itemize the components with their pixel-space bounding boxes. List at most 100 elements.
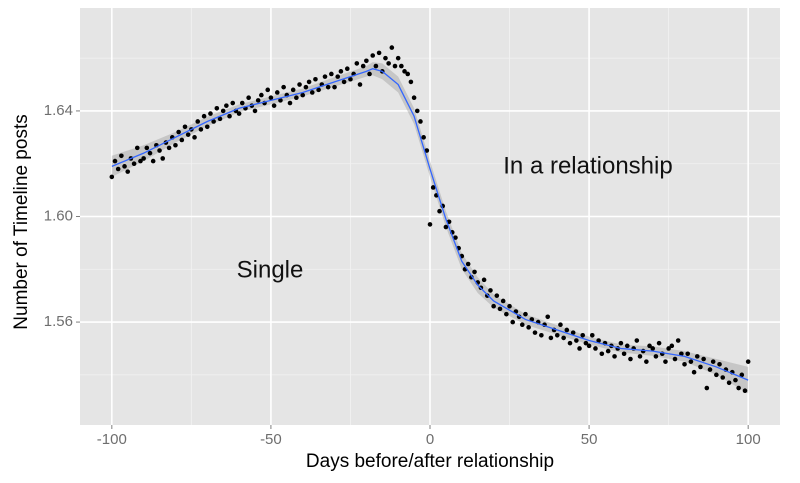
data-point <box>309 90 315 95</box>
data-point <box>367 71 372 77</box>
data-point <box>125 169 131 174</box>
data-point <box>306 79 312 85</box>
data-point <box>545 314 551 320</box>
data-point <box>424 148 430 153</box>
data-point <box>268 95 274 101</box>
data-point <box>650 346 656 351</box>
data-point <box>656 340 662 346</box>
data-point <box>663 359 668 364</box>
data-point <box>300 92 306 98</box>
data-point <box>360 63 366 69</box>
data-point <box>144 145 150 151</box>
data-point <box>481 277 487 283</box>
data-point <box>259 92 264 98</box>
data-point <box>138 158 143 164</box>
data-point <box>364 58 369 64</box>
confidence-band <box>111 62 749 394</box>
data-point <box>329 71 334 77</box>
data-point <box>593 346 598 351</box>
data-point <box>208 111 213 116</box>
data-point <box>373 63 379 69</box>
data-point <box>274 90 280 95</box>
data-point <box>577 346 582 351</box>
data-point <box>669 343 675 349</box>
data-point <box>271 103 277 108</box>
data-point <box>717 361 722 367</box>
data-point <box>341 79 347 85</box>
data-point <box>640 348 646 354</box>
data-point <box>430 185 436 190</box>
data-point <box>354 61 360 66</box>
data-point <box>736 385 741 391</box>
data-point <box>157 148 162 153</box>
data-point <box>637 354 643 359</box>
data-point <box>287 100 293 106</box>
axes: -100 -50 0 50 100 1.56 1.60 1.64 <box>44 102 761 448</box>
marks: Single In a relationship <box>109 45 751 394</box>
data-point <box>392 63 398 69</box>
smooth-line <box>111 68 749 381</box>
data-point <box>166 145 172 151</box>
data-point <box>682 361 687 367</box>
data-point <box>370 53 376 58</box>
data-point <box>344 66 350 72</box>
data-point <box>408 79 414 85</box>
data-point <box>558 322 563 328</box>
data-point <box>303 84 309 90</box>
data-point <box>488 288 493 293</box>
x-axis-title: Days before/after relationship <box>306 451 554 472</box>
data-point <box>265 87 271 93</box>
data-point <box>596 338 601 343</box>
y-axis-title: Number of Timeline posts <box>11 114 32 329</box>
data-point <box>548 335 554 341</box>
data-point <box>211 119 216 124</box>
data-point <box>402 69 407 74</box>
data-point <box>701 356 706 362</box>
data-point <box>421 135 426 140</box>
data-point <box>586 343 592 349</box>
data-point <box>745 359 751 364</box>
data-point <box>710 359 716 364</box>
data-point <box>179 137 185 143</box>
data-point <box>554 332 560 338</box>
data-point <box>453 235 458 240</box>
data-point <box>580 332 586 338</box>
data-point <box>316 87 321 93</box>
data-point <box>214 105 220 111</box>
data-point <box>599 351 605 357</box>
x-tick-label: -50 <box>260 431 282 448</box>
data-point <box>666 346 671 351</box>
data-point <box>688 359 694 364</box>
data-point <box>217 116 223 122</box>
data-point <box>313 76 318 82</box>
data-point <box>507 303 512 309</box>
data-point <box>427 222 433 227</box>
data-point <box>227 113 232 119</box>
grid <box>80 8 780 425</box>
data-point <box>332 84 337 90</box>
data-point <box>523 311 528 317</box>
annotation: Single <box>237 256 304 283</box>
data-point <box>395 55 401 61</box>
data-point <box>704 385 710 391</box>
data-point <box>720 375 726 380</box>
y-tick-label: 1.60 <box>44 207 73 224</box>
data-point <box>230 100 236 106</box>
data-point <box>357 82 363 87</box>
data-point <box>644 359 649 364</box>
data-point <box>574 338 579 343</box>
x-tick-label: 100 <box>736 431 761 448</box>
data-point <box>335 74 341 79</box>
data-point <box>472 269 477 275</box>
data-point <box>236 111 242 116</box>
data-point <box>437 208 442 214</box>
data-point <box>612 354 617 359</box>
data-point <box>281 84 286 90</box>
data-point <box>386 61 391 66</box>
data-point <box>134 145 140 151</box>
data-point <box>122 164 127 169</box>
data-point <box>685 351 691 357</box>
data-point <box>173 142 178 148</box>
x-tick-label: -100 <box>97 431 127 448</box>
data-point <box>322 74 328 79</box>
